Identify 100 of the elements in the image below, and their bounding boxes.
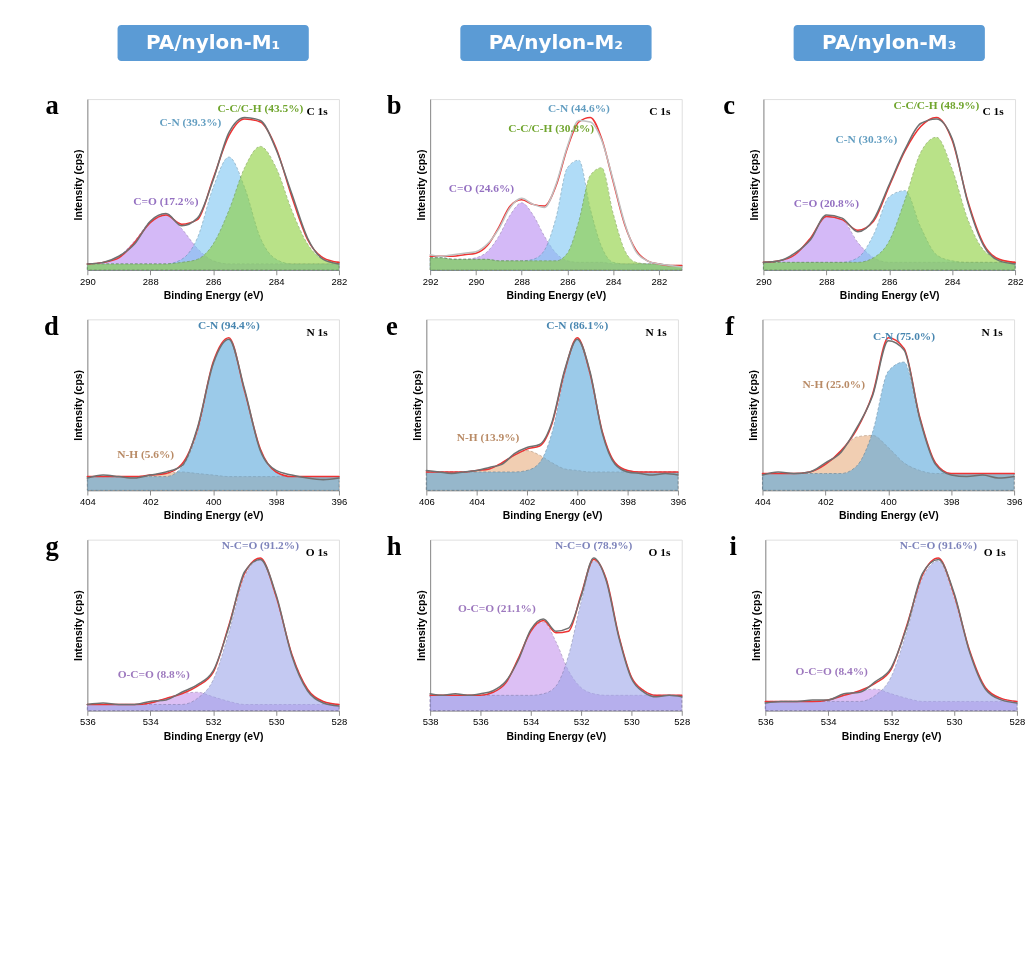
x-axis-title: Binding Energy (eV) — [506, 289, 607, 301]
x-tick-label: 398 — [943, 496, 960, 508]
y-axis-title: Intensity (cps) — [415, 149, 427, 221]
text: C-N (86.1%) — [546, 319, 609, 333]
x-tick-label: 284 — [605, 275, 622, 287]
annotation: O-C=O (21.1%) — [457, 602, 536, 616]
x-tick-label: 404 — [79, 496, 96, 508]
chart-title: PA/nylon-M₁ — [146, 29, 281, 54]
text: b — [386, 90, 402, 121]
x-tick-label: 538 — [422, 716, 439, 728]
x-tick-label: 534 — [523, 716, 540, 728]
x-tick-label: 404 — [469, 496, 486, 508]
text: a — [45, 90, 59, 121]
text: N-C=O (78.9%) — [555, 539, 633, 553]
x-tick-label: 288 — [514, 275, 531, 287]
annotation: N-H (5.6%) — [117, 447, 175, 461]
chart-title: PA/nylon-M₂ — [488, 29, 624, 54]
x-tick-label: 284 — [268, 275, 285, 287]
x-axis-title: Binding Energy (eV) — [502, 510, 603, 522]
text: e — [386, 310, 399, 341]
text: i — [729, 530, 737, 561]
x-tick-label: 528 — [331, 716, 348, 728]
text: O 1s — [305, 545, 329, 558]
x-tick-label: 292 — [422, 275, 439, 287]
x-tick-label: 288 — [818, 275, 835, 287]
annotation: O-C=O (8.8%) — [117, 668, 191, 681]
x-tick-label: 288 — [142, 275, 159, 287]
x-tick-label: 282 — [1007, 275, 1024, 287]
x-tick-label: 528 — [1009, 716, 1026, 728]
x-axis-title: Binding Energy (eV) — [163, 289, 264, 301]
x-tick-label: 282 — [331, 275, 348, 287]
annotation: N 1s — [306, 325, 329, 338]
annotation: C=O (24.6%) — [448, 181, 515, 195]
annotation: N-H (25.0%) — [802, 377, 866, 391]
x-tick-label: 532 — [883, 716, 900, 728]
x-tick-label: 530 — [946, 716, 963, 728]
x-tick-label: 530 — [268, 716, 285, 728]
x-tick-label: 282 — [651, 275, 668, 287]
text: C 1s — [982, 105, 1005, 118]
x-axis-title: Binding Energy (eV) — [163, 510, 264, 522]
text: O 1s — [648, 545, 671, 558]
x-tick-label: 396 — [670, 496, 687, 508]
x-tick-label: 396 — [331, 496, 348, 508]
x-tick-label: 404 — [755, 496, 771, 508]
x-axis-title: Binding Energy (eV) — [839, 289, 940, 301]
annotation: C=O (17.2%) — [133, 194, 199, 208]
x-tick-label: 290 — [79, 275, 96, 287]
text: C 1s — [649, 105, 671, 118]
text: d — [44, 310, 60, 341]
text: C 1s — [306, 105, 329, 118]
x-tick-label: 396 — [1006, 496, 1023, 508]
y-axis-title: Intensity (cps) — [748, 369, 760, 441]
x-tick-label: 398 — [620, 496, 637, 508]
x-axis-title: Binding Energy (eV) — [841, 730, 942, 742]
text: C-N (94.4%) — [197, 319, 261, 333]
x-tick-label: 400 — [569, 496, 586, 508]
text: C-C/C-H (43.5%) — [217, 101, 304, 115]
x-tick-label: 286 — [559, 275, 576, 287]
x-tick-label: 534 — [820, 716, 837, 728]
y-axis-title: Intensity (cps) — [412, 369, 424, 441]
text: C-N (44.6%) — [547, 101, 610, 115]
x-tick-label: 534 — [142, 716, 159, 728]
y-axis-title: Intensity (cps) — [751, 590, 763, 661]
x-tick-label: 402 — [817, 496, 834, 508]
x-tick-label: 402 — [519, 496, 536, 508]
annotation: C-N (30.3%) — [835, 132, 898, 146]
x-tick-label: 536 — [473, 716, 489, 728]
x-tick-label: 536 — [757, 716, 774, 728]
x-tick-label: 406 — [418, 496, 435, 508]
x-tick-label: 290 — [468, 275, 485, 287]
x-axis-title: Binding Energy (eV) — [838, 510, 939, 522]
annotation: N-H (13.9%) — [456, 430, 520, 444]
text: N 1s — [981, 325, 1004, 338]
x-tick-label: 528 — [674, 716, 691, 728]
chart-title: PA/nylon-M₃ — [822, 29, 957, 54]
y-axis-title: Intensity (cps) — [73, 590, 85, 661]
x-tick-label: 286 — [205, 275, 222, 287]
text: c — [723, 90, 736, 121]
y-axis-title: Intensity (cps) — [415, 590, 427, 661]
x-tick-label: 402 — [142, 496, 159, 508]
y-axis-title: Intensity (cps) — [749, 149, 761, 221]
annotation: O-C=O (8.4%) — [795, 664, 869, 678]
annotation: C=O (20.8%) — [793, 196, 860, 210]
annotation: C-N (39.3%) — [159, 116, 222, 130]
x-tick-label: 290 — [755, 275, 772, 287]
x-tick-label: 286 — [881, 275, 898, 287]
x-axis-title: Binding Energy (eV) — [506, 730, 607, 742]
y-axis-title: Intensity (cps) — [73, 149, 85, 221]
annotation: N 1s — [645, 325, 668, 338]
x-tick-label: 400 — [880, 496, 897, 508]
x-axis-title: Binding Energy (eV) — [163, 730, 264, 742]
x-tick-label: 284 — [944, 275, 961, 287]
y-axis-title: Intensity (cps) — [73, 369, 85, 441]
text: N-C=O (91.6%) — [899, 539, 978, 553]
text: h — [386, 530, 402, 561]
text: N-C=O (91.2%) — [221, 539, 300, 553]
x-tick-label: 532 — [205, 716, 222, 728]
x-tick-label: 532 — [573, 716, 590, 728]
annotation: C-N (75.0%) — [873, 329, 936, 343]
text: f — [725, 310, 736, 341]
